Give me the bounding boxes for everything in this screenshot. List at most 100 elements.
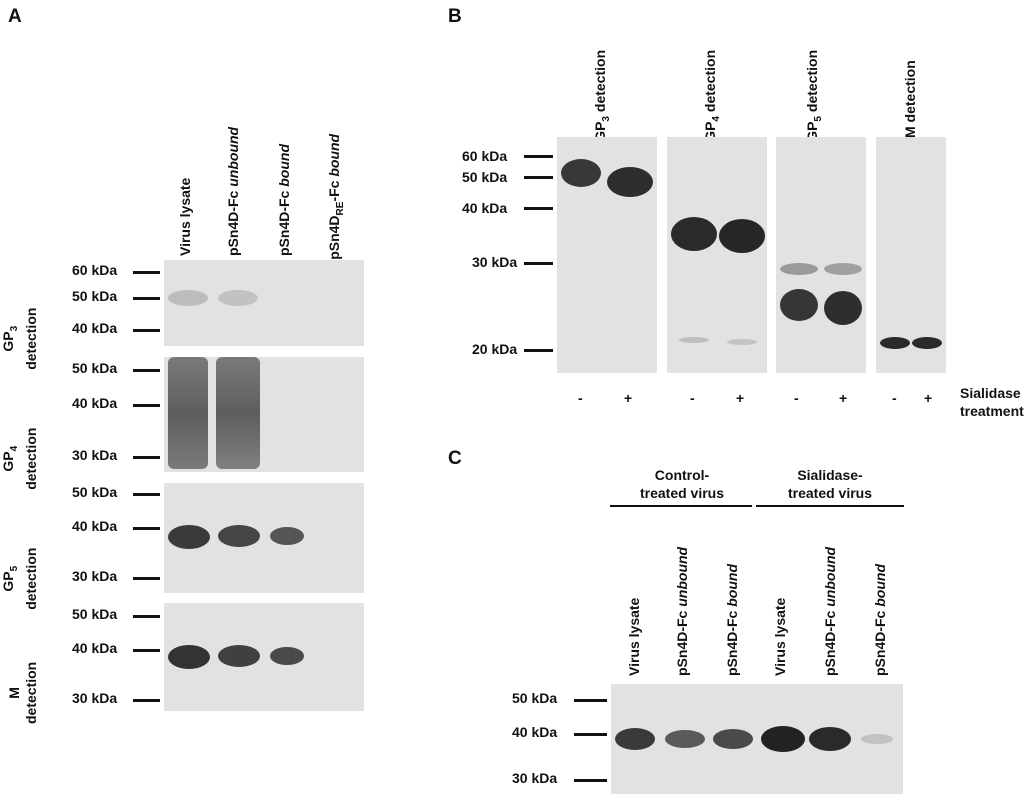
panel-a-row-label-gp4: GP4 detection [0, 427, 39, 490]
band [671, 217, 717, 251]
band [615, 728, 655, 750]
panel-a-lane-1: Virus lysate [177, 177, 193, 256]
panel-b-minus: - [578, 390, 583, 406]
marker-tick [133, 699, 160, 702]
panel-a-m-blot [164, 603, 364, 711]
band-faint [780, 263, 818, 275]
panel-c-lane-6: pSn4D-Fc bound [872, 564, 888, 676]
marker-tick [133, 577, 160, 580]
panel-a-gp5-blot [164, 483, 364, 593]
panel-b-plus: + [839, 390, 848, 406]
band-faint [861, 734, 893, 744]
panel-c-marker-30: 30 kDa [512, 770, 558, 786]
panel-a-gp4-marker-30: 30 kDa [72, 447, 118, 463]
panel-b-title-gp5: GP5 detection [804, 49, 824, 142]
band [824, 291, 862, 325]
band [607, 167, 653, 197]
band [719, 219, 765, 253]
panel-a-m-marker-40: 40 kDa [72, 640, 118, 656]
panel-b-marker-40: 40 kDa [462, 200, 508, 216]
band [912, 337, 942, 349]
panel-b-marker-20: 20 kDa [472, 341, 518, 357]
band-smear [216, 357, 260, 469]
panel-b-gp3-blot [557, 137, 657, 373]
marker-tick [574, 779, 607, 782]
band [168, 525, 210, 549]
panel-a-letter: A [8, 6, 22, 27]
panel-b-treatment-label: Sialidase treatment [960, 385, 1024, 419]
panel-a-gp5-marker-50: 50 kDa [72, 484, 118, 500]
band [780, 289, 818, 321]
panel-a-gp5-marker-40: 40 kDa [72, 518, 118, 534]
panel-b-title-m: M detection [902, 60, 918, 138]
panel-c-lane-4: Virus lysate [772, 597, 788, 676]
band-faint [824, 263, 862, 275]
panel-b-marker-60: 60 kDa [462, 148, 508, 164]
band [218, 645, 260, 667]
band-smear [168, 357, 208, 469]
band [218, 290, 258, 306]
marker-tick [574, 699, 607, 702]
panel-b-plus: + [736, 390, 745, 406]
panel-b-marker-50: 50 kDa [462, 169, 508, 185]
panel-b-minus: - [690, 390, 695, 406]
marker-tick [133, 615, 160, 618]
panel-c-group-sialidase-line [756, 505, 904, 507]
marker-tick [133, 404, 160, 407]
band [561, 159, 601, 187]
marker-tick [133, 329, 160, 332]
band [761, 726, 805, 752]
band [270, 647, 304, 665]
panel-a-gp3-marker-40: 40 kDa [72, 320, 118, 336]
panel-a-gp4-blot [164, 357, 364, 472]
panel-c-marker-50: 50 kDa [512, 690, 558, 706]
panel-c-group-sialidase: Sialidase-treated virus [787, 467, 873, 501]
band [168, 290, 208, 306]
panel-a-gp3-marker-50: 50 kDa [72, 288, 118, 304]
panel-a-gp3-marker-60: 60 kDa [72, 262, 118, 278]
panel-a-gp4-marker-50: 50 kDa [72, 360, 118, 376]
band [270, 527, 304, 545]
band [809, 727, 851, 751]
panel-b-marker-30: 30 kDa [472, 254, 518, 270]
marker-tick [524, 176, 553, 179]
panel-c-group-control: Control-treated virus [639, 467, 725, 501]
panel-c-lane-1: Virus lysate [626, 597, 642, 676]
marker-tick [133, 649, 160, 652]
marker-tick [133, 271, 160, 274]
marker-tick [133, 456, 160, 459]
band [880, 337, 910, 349]
panel-c-marker-40: 40 kDa [512, 724, 558, 740]
panel-c-blot [611, 684, 903, 794]
panel-c-lane-5: pSn4D-Fc unbound [822, 546, 838, 676]
panel-a-m-marker-30: 30 kDa [72, 690, 118, 706]
panel-b-title-gp4: GP4 detection [702, 49, 722, 142]
marker-tick [133, 493, 160, 496]
band [168, 645, 210, 669]
panel-c-group-control-line [610, 505, 752, 507]
panel-b-title-gp3: GP3 detection [592, 49, 612, 142]
marker-tick [524, 262, 553, 265]
band-faint [679, 337, 709, 343]
band-faint [727, 339, 757, 345]
marker-tick [524, 155, 553, 158]
marker-tick [524, 349, 553, 352]
panel-b-plus: + [924, 390, 933, 406]
panel-c-lane-3: pSn4D-Fc bound [724, 564, 740, 676]
panel-b-gp5-blot [776, 137, 866, 373]
panel-c-lane-2: pSn4D-Fc unbound [674, 546, 690, 676]
marker-tick [133, 369, 160, 372]
panel-a-m-marker-50: 50 kDa [72, 606, 118, 622]
panel-a-gp4-marker-40: 40 kDa [72, 395, 118, 411]
panel-a-gp3-blot [164, 260, 364, 346]
band [218, 525, 260, 547]
panel-a-gp5-marker-30: 30 kDa [72, 568, 118, 584]
marker-tick [524, 207, 553, 210]
panel-a-lane-3: pSn4D-Fc bound [276, 144, 292, 256]
panel-b-letter: B [448, 6, 462, 27]
marker-tick [133, 527, 160, 530]
panel-c-letter: C [448, 448, 462, 469]
band [713, 729, 753, 749]
panel-a-lane-2: pSn4D-Fc unbound [225, 126, 241, 256]
